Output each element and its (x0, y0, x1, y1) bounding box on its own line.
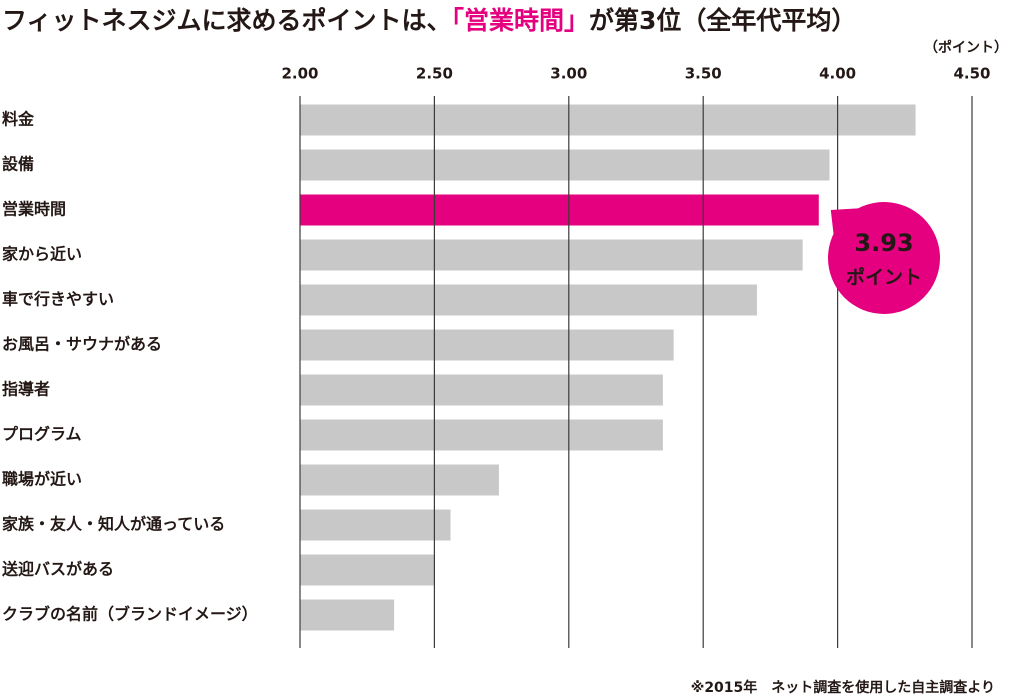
bar (300, 419, 663, 451)
bar (300, 554, 435, 586)
y-tick-label: クラブの名前（ブランドイメージ） (2, 605, 258, 624)
y-tick-label: 車で行きやすい (2, 290, 114, 309)
title-part: が第3位（全年代平均） (589, 6, 856, 35)
y-tick-label: 指導者 (2, 380, 50, 399)
bar (300, 599, 395, 631)
footnote: ※2015年 ネット調査を使用した自主調査より (691, 679, 995, 696)
x-tick-label: 2.00 (281, 65, 318, 83)
callout (828, 202, 940, 314)
y-tick-label: 料金 (2, 110, 35, 129)
y-tick-label: 家から近い (2, 245, 82, 264)
bar (300, 329, 674, 361)
x-tick-label: 3.50 (685, 65, 722, 83)
x-tick-label: 4.00 (819, 65, 856, 83)
x-tick-label: 2.50 (416, 65, 453, 83)
y-tick-label: 営業時間 (2, 200, 66, 219)
bar (300, 239, 803, 271)
y-tick-label: プログラム (2, 425, 82, 444)
value-label: 3.93 (854, 229, 913, 257)
chart-title: フィットネスジムに求めるポイントは、「営業時間」が第3位（全年代平均） (2, 6, 856, 35)
bar (300, 374, 663, 406)
x-tick-label: 3.00 (550, 65, 587, 83)
y-tick-label: 送迎バスがある (1, 560, 114, 579)
y-tick-label: お風呂・サウナがある (2, 335, 162, 354)
bar (300, 464, 499, 496)
bar (300, 194, 819, 226)
x-tick-label: 4.50 (953, 65, 990, 83)
bar (300, 509, 451, 541)
title-part: フィットネスジムに求めるポイントは、 (2, 6, 452, 35)
bar (300, 149, 830, 181)
unit-label: （ポイント） (924, 39, 1008, 56)
title-part: 「営業時間」 (452, 6, 590, 35)
y-tick-label: 設備 (2, 155, 34, 174)
bar (300, 104, 916, 136)
bar (300, 284, 757, 316)
y-tick-label: 家族・友人・知人が通っている (2, 515, 225, 534)
callout-unit: ポイント (846, 266, 922, 289)
y-tick-label: 職場が近い (2, 470, 82, 489)
